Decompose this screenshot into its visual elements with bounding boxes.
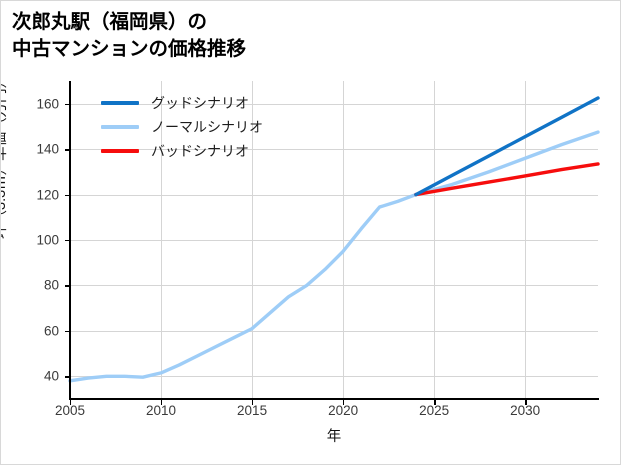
y-axis-tick-mark: [65, 240, 70, 242]
gridline-horizontal: [70, 285, 598, 287]
x-axis-tick-label: 2005: [54, 403, 86, 418]
legend-item[interactable]: グッドシナリオ: [101, 91, 263, 115]
y-axis-tick-mark: [65, 149, 70, 151]
x-axis-tick-mark: [434, 400, 436, 405]
gridline-horizontal: [70, 376, 598, 378]
gridline-vertical: [525, 81, 527, 399]
y-axis-tick-label: 140: [36, 141, 59, 157]
x-axis-tick-mark: [252, 400, 254, 405]
x-axis-tick-mark: [70, 400, 72, 405]
series-lines: [68, 96, 600, 383]
x-axis-tick-label: 2020: [328, 403, 359, 418]
legend-item-label: バッドシナリオ: [151, 143, 249, 159]
gridline-horizontal: [70, 330, 598, 332]
x-axis-tick-mark: [161, 400, 163, 405]
gridline-horizontal: [70, 194, 598, 196]
gridline-vertical: [252, 81, 254, 399]
x-axis-tick-label: 2010: [146, 403, 177, 418]
series-line: [414, 162, 600, 197]
x-axis-tick-label: 2030: [510, 403, 541, 418]
chart-legend: グッドシナリオ ノーマルシナリオ バッドシナリオ: [101, 91, 263, 163]
y-axis-tick-mark: [65, 103, 70, 106]
legend-item[interactable]: バッドシナリオ: [101, 139, 263, 163]
y-axis-tick-label: 120: [36, 187, 59, 203]
gridline-horizontal: [70, 103, 598, 105]
plot-area: [68, 81, 600, 399]
x-axis-tick-label: 2015: [237, 403, 268, 418]
gridline-vertical: [343, 81, 345, 399]
y-axis-tick-label: 80: [43, 277, 59, 293]
gridline-horizontal: [70, 149, 598, 151]
y-axis-tick-mark: [65, 194, 70, 196]
x-axis-line: [69, 398, 599, 400]
legend-item[interactable]: ノーマルシナリオ: [101, 115, 263, 139]
y-axis-tick-mark: [65, 285, 70, 287]
series-line: [68, 130, 600, 383]
y-axis-tick-mark: [65, 376, 70, 378]
y-axis-tick-label: 160: [36, 96, 59, 112]
x-axis-tick-mark: [525, 400, 527, 405]
y-axis-tick-label: 40: [43, 368, 59, 384]
y-axis-tick-label: 60: [43, 323, 59, 339]
gridline-horizontal: [70, 240, 598, 241]
legend-item-label: ノーマルシナリオ: [151, 119, 263, 135]
series-line: [414, 96, 600, 197]
legend-color-swatch: [101, 148, 139, 154]
legend-color-swatch: [101, 100, 139, 106]
legend-item-label: グッドシナリオ: [151, 95, 249, 111]
legend-color-swatch: [101, 124, 139, 130]
page-title: 次郎丸駅（福岡県）の 中古マンションの価格推移: [12, 11, 247, 60]
y-axis-title: 坪（3.3㎡）単価（万円）: [0, 73, 9, 239]
gridline-vertical: [434, 81, 436, 399]
gridline-vertical: [161, 81, 163, 399]
x-axis-tick-label: 2025: [419, 403, 450, 418]
x-axis-tick-mark: [343, 400, 345, 405]
y-axis-tick-mark: [65, 330, 70, 333]
y-axis-tick-label: 100: [36, 232, 59, 248]
x-axis-title: 年: [326, 429, 342, 445]
